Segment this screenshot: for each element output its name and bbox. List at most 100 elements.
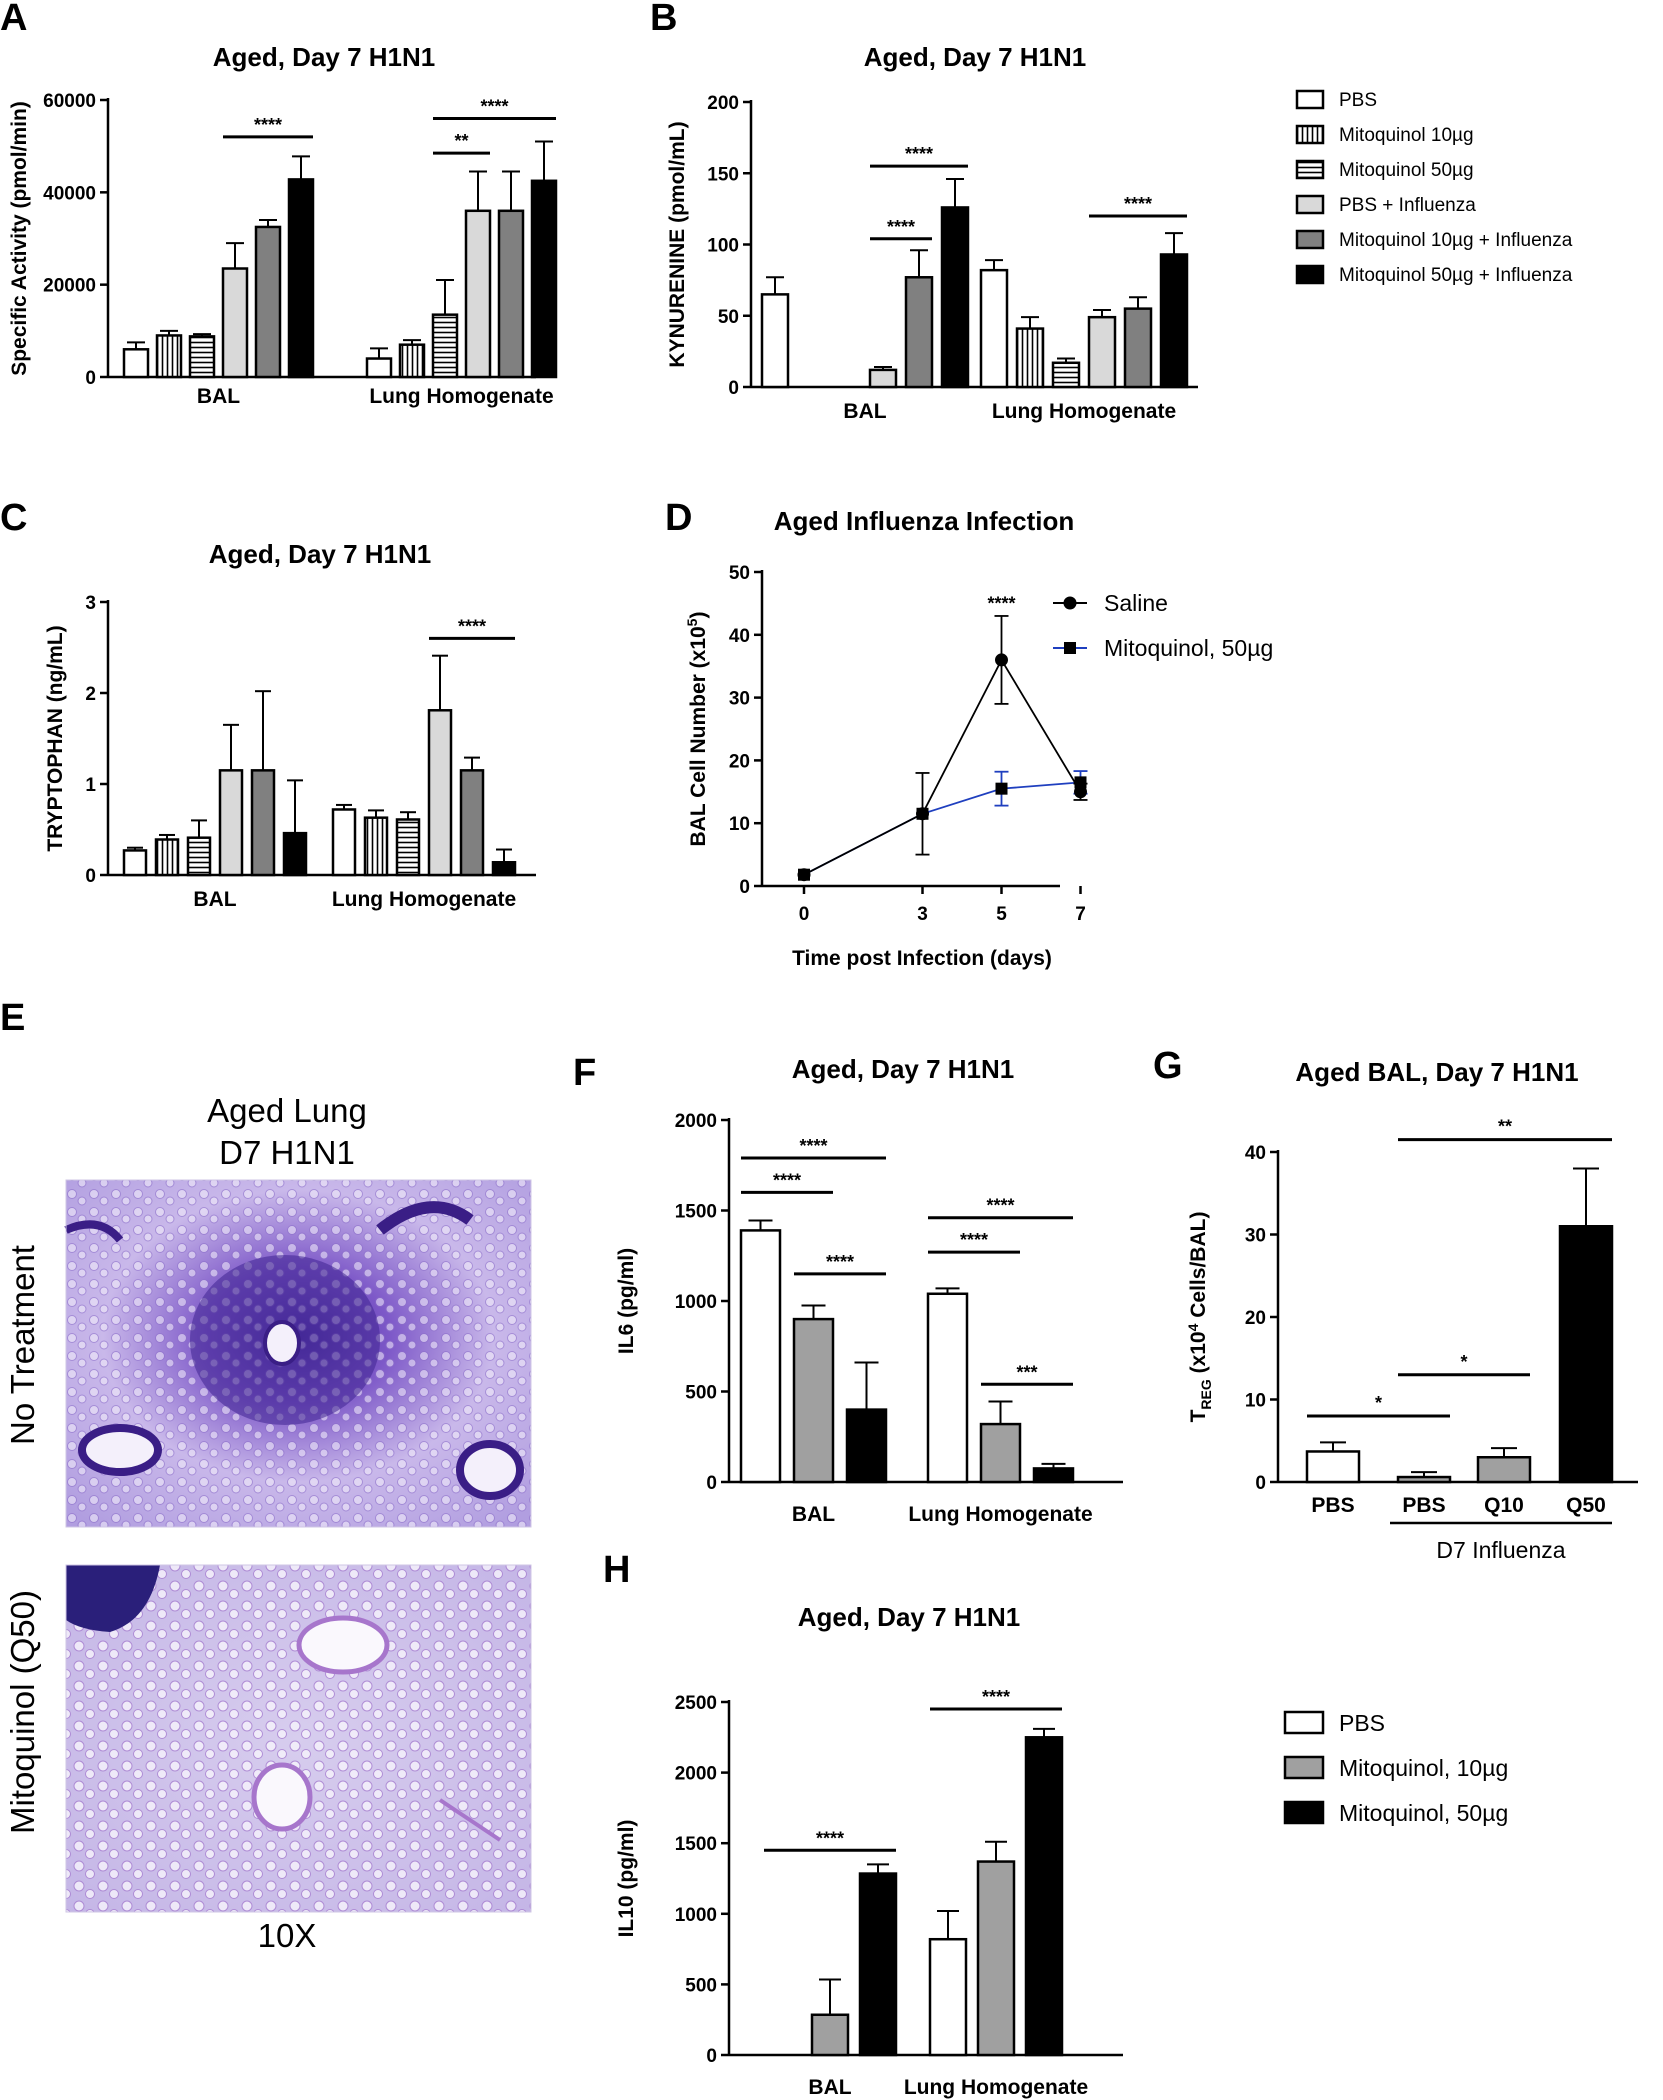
x-category-label: PBS: [1402, 1494, 1445, 1517]
x-category-label: BAL: [197, 385, 240, 408]
x-category-label: Lung Homogenate: [904, 2076, 1088, 2099]
significance-label: *: [1460, 1352, 1467, 1372]
y-tick-label: 60000: [43, 91, 96, 112]
y-tick-label: 50: [729, 563, 750, 584]
y-axis-label: IL6 (pg/ml): [615, 1248, 638, 1354]
significance-label: ***: [1016, 1362, 1037, 1382]
x-tick-label: 5: [996, 904, 1007, 925]
x-category-label: Q10: [1484, 1494, 1524, 1517]
y-axis-label: KYNURENINE (pmol/mL): [666, 121, 689, 367]
bar-lung-homogenate-mitoquinol-10ug: [979, 1422, 1022, 1484]
x-category-label: Lung Homogenate: [369, 385, 553, 408]
legend-swatch-mito50-flu: [1295, 264, 1325, 285]
chart-f-il6: Aged, Day 7 H1N1 0 500 1000 1500 2000 IL6 (pg/…: [615, 1054, 1123, 1526]
bar-lung-homogenate-mitoquinol-50ug: [431, 313, 459, 379]
y-tick-label: 0: [85, 866, 96, 887]
bar-bal-pbs: [760, 293, 790, 389]
x-category-label: Lung Homogenate: [908, 1503, 1092, 1526]
bar-lung-homogenate-pbs-influenza: [427, 709, 453, 877]
bar-lung-homogenate-mitoquinol-10ug: [976, 1860, 1016, 2057]
chart-title: Aged, Day 7 H1N1: [209, 539, 432, 569]
y-axis-label-part: (x10: [1187, 1331, 1210, 1379]
bar-bal-pbs: [122, 348, 150, 379]
significance-label: ****: [458, 616, 486, 636]
bar-lung-homogenate-mitoquinol-10ug-influenza: [497, 209, 525, 379]
legend-label-pbs: PBS: [1339, 90, 1377, 111]
bar-bal-pbs: [739, 1229, 782, 1484]
bar-pbs-1: [1396, 1475, 1452, 1484]
y-tick-label: 20000: [43, 276, 96, 297]
panel-label-g: G: [1153, 1045, 1183, 1087]
significance-label: ****: [986, 1196, 1014, 1216]
bar-bal-mitoquinol-10ug: [810, 2013, 850, 2057]
y-tick-label: 100: [707, 236, 739, 257]
y-axis-label-part: T: [1187, 1409, 1210, 1422]
chart-title: Aged, Day 7 H1N1: [798, 1602, 1021, 1632]
y-tick-label: 20: [1245, 1308, 1266, 1329]
y-axis-label: TRYPTOPHAN (ng/mL): [44, 625, 67, 851]
point-saline: [797, 868, 811, 882]
legend-swatch-mito50: [1295, 159, 1325, 180]
legend-swatch-mito10-flu: [1295, 229, 1325, 250]
bar-bal-pbs-influenza: [221, 267, 249, 379]
bar-bal-mitoquinol-50ug-influenza: [287, 178, 315, 379]
y-tick-label: 40: [1245, 1143, 1266, 1164]
significance-label: ****: [960, 1230, 988, 1250]
y-tick-label: 150: [707, 164, 739, 185]
bar-lung-homogenate-mitoquinol-10ug: [1015, 327, 1045, 389]
chart-a-enzyme-activity: Aged, Day 7 H1N1 0 20000 40000 60000 Specific…: [8, 42, 558, 408]
bar-lung-homogenate-mitoquinol-50ug-influenza: [491, 861, 517, 877]
y-tick-label: 2: [85, 684, 96, 705]
bar-lung-homogenate-pbs: [928, 1937, 968, 2057]
y-tick-label: 500: [685, 1975, 717, 1996]
legend-label-saline: Saline: [1104, 590, 1168, 616]
bar-q10-2: [1476, 1456, 1532, 1484]
x-tick-label: 7: [1075, 904, 1086, 925]
y-tick-label: 2000: [675, 1111, 717, 1132]
bar-lung-homogenate-pbs-influenza: [464, 209, 492, 379]
y-axis-label-part: 5: [684, 618, 700, 626]
histology-magnification: 10X: [258, 1917, 317, 1954]
y-axis-label-part: ): [687, 612, 710, 619]
bar-lung-homogenate-pbs: [979, 268, 1009, 389]
legend-label-mito10-2: Mitoquinol, 10µg: [1339, 1755, 1508, 1781]
legend-swatch-mito10-2: [1283, 1755, 1325, 1780]
y-tick-label: 20: [729, 751, 750, 772]
bar-bal-mitoquinol-10ug: [155, 334, 183, 379]
x-axis-label: Time post Infection (days): [792, 947, 1052, 970]
bar-bal-mitoquinol-50ug-influenza: [282, 831, 308, 877]
x-category-label: BAL: [843, 400, 886, 423]
legend-bottom: PBS Mitoquinol, 10µg Mitoquinol, 50µg: [1283, 1710, 1508, 1826]
bar-bal-mitoquinol-10ug: [154, 838, 180, 877]
y-tick-label: 0: [739, 877, 750, 898]
bar-lung-homogenate-mitoquinol-10ug: [398, 343, 426, 379]
panel-label-a: A: [0, 0, 27, 39]
y-tick-label: 40: [729, 626, 750, 647]
x-category-label: Lung Homogenate: [992, 400, 1176, 423]
legend-swatch-pbs-2: [1283, 1710, 1325, 1735]
bar-q50-3: [1558, 1225, 1614, 1484]
significance-label: ****: [816, 1828, 844, 1848]
significance-label: **: [1498, 1117, 1512, 1137]
bar-bal-mitoquinol-10ug-influenza: [904, 276, 934, 389]
legend-swatch-pbs: [1295, 89, 1325, 110]
bar-lung-homogenate-pbs-influenza: [1087, 315, 1117, 389]
bar-lung-homogenate-pbs: [331, 808, 357, 877]
y-tick-label: 0: [706, 1473, 717, 1494]
bar-lung-homogenate-mitoquinol-50ug-influenza: [530, 179, 558, 379]
panel-label-e: E: [0, 997, 25, 1039]
significance-label: ****: [987, 594, 1015, 614]
legend-label-mito50-2: Mitoquinol, 50µg: [1339, 1800, 1508, 1826]
chart-h-il10: Aged, Day 7 H1N1 0 500 1000 1500 2000 2500 IL10…: [615, 1602, 1123, 2099]
y-axis-label-part: Cells/BAL): [1187, 1212, 1210, 1324]
significance-label: ****: [982, 1687, 1010, 1707]
y-axis-label: BAL Cell Number (x105): [684, 612, 710, 847]
significance-label: *: [1375, 1393, 1382, 1413]
y-tick-label: 2000: [675, 1764, 717, 1785]
significance-label: ****: [905, 144, 933, 164]
bar-lung-homogenate-mitoquinol-50ug: [395, 818, 421, 877]
bar-bal-pbs: [122, 849, 148, 877]
panel-e-histology: Aged Lung D7 H1N1 No Treatment Mitoquino…: [4, 1092, 532, 1954]
bar-bal-mitoquinol-10ug: [792, 1317, 835, 1484]
